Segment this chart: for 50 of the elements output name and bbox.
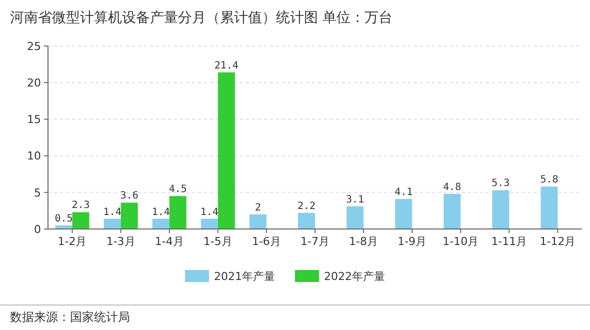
data-label: 2.2 <box>297 200 316 212</box>
data-label: 3.6 <box>120 190 138 202</box>
x-tick-label: 1-10月 <box>442 235 479 248</box>
x-tick-label: 1-12月 <box>540 235 576 248</box>
y-tick-label: 0 <box>34 222 41 236</box>
chart-title: 河南省微型计算机设备产量分月（累计值）统计图 单位：万台 <box>10 10 392 26</box>
x-tick-label: 1-7月 <box>300 235 330 248</box>
data-label: 2.3 <box>72 200 90 212</box>
y-tick-label: 15 <box>27 113 41 126</box>
x-tick-label: 1-2月 <box>58 235 87 248</box>
bar <box>492 190 510 229</box>
data-label: 4.8 <box>443 182 462 193</box>
data-label: 2 <box>254 202 261 214</box>
x-tick-label: 1-6月 <box>252 235 281 248</box>
bar <box>444 194 461 229</box>
data-label: 3.1 <box>346 194 364 206</box>
bar <box>540 186 558 229</box>
bar <box>120 202 138 229</box>
data-label: 1.4 <box>200 206 218 218</box>
bar <box>169 196 186 229</box>
y-tick-label: 25 <box>27 40 41 53</box>
bar <box>346 206 364 229</box>
x-tick-label: 1-9月 <box>398 235 427 248</box>
bar <box>104 218 121 229</box>
data-label: 5.8 <box>540 174 558 186</box>
bar <box>298 212 315 229</box>
bar <box>249 214 266 229</box>
legend-label: 2022年产量 <box>324 270 385 283</box>
x-tick-label: 1-11月 <box>491 235 528 248</box>
bar <box>218 72 235 229</box>
x-tick-label: 1-8月 <box>349 235 378 248</box>
data-label: 21.4 <box>214 60 238 72</box>
data-label: 4.1 <box>394 186 413 198</box>
x-tick-label: 1-4月 <box>154 235 184 248</box>
bar <box>200 218 218 229</box>
y-tick-label: 5 <box>34 186 41 200</box>
data-label: 4.5 <box>168 184 187 196</box>
x-tick-label: 1-5月 <box>203 235 232 248</box>
x-tick-label: 1-3月 <box>106 235 136 248</box>
data-label: 0.5 <box>54 213 73 224</box>
data-label: 1.4 <box>103 206 122 218</box>
legend-label: 2021年产量 <box>214 270 275 283</box>
y-tick-label: 20 <box>27 76 41 90</box>
y-tick-label: 10 <box>27 150 41 163</box>
bar <box>395 198 412 229</box>
source-note: 数据来源：国家统计局 <box>10 310 130 324</box>
bar <box>152 218 170 229</box>
data-label: 1.4 <box>152 206 170 218</box>
bar <box>72 212 90 229</box>
data-label: 5.3 <box>492 178 510 190</box>
